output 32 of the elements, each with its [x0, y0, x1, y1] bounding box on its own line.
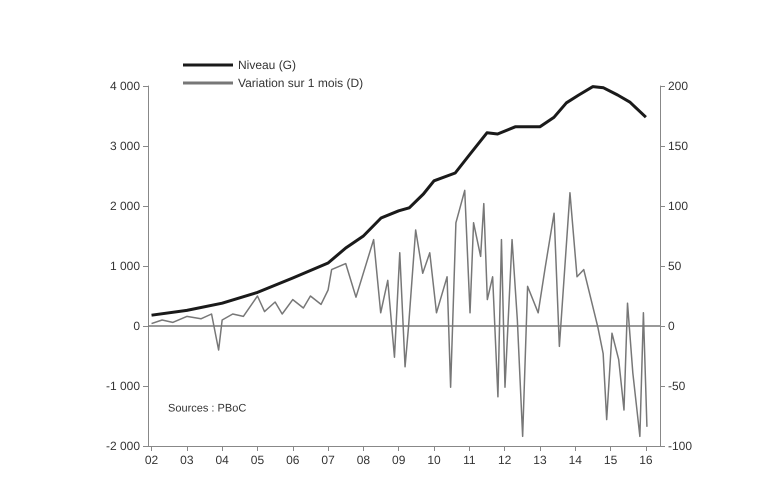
legend-label: Niveau (G)	[238, 58, 296, 72]
y-tick-label: -1 000	[106, 379, 140, 393]
y2-tick-label: -100	[668, 439, 692, 453]
x-tick-label: 09	[392, 453, 406, 467]
x-tick-label: 13	[533, 453, 547, 467]
x-tick-label: 03	[180, 453, 194, 467]
x-tick-label: 02	[144, 453, 159, 467]
legend-label: Variation sur 1 mois (D)	[238, 76, 364, 90]
y-tick-label: -2 000	[106, 439, 140, 453]
y2-tick-label: 50	[668, 259, 682, 273]
annotation: Sources : PBoC	[168, 402, 246, 414]
y2-tick-label: 0	[668, 319, 675, 333]
x-tick-label: 12	[498, 453, 512, 467]
x-tick-label: 15	[604, 453, 618, 467]
x-tick-label: 07	[321, 453, 336, 467]
x-tick-label: 08	[356, 453, 370, 467]
y2-tick-label: 100	[668, 199, 688, 213]
x-tick-label: 04	[215, 453, 230, 467]
y-tick-label: 1 000	[110, 259, 140, 273]
x-tick-label: 11	[463, 453, 476, 467]
x-tick-label: 06	[286, 453, 300, 467]
y-tick-label: 0	[133, 319, 140, 333]
y2-tick-label: 150	[668, 139, 688, 153]
x-tick-label: 05	[250, 453, 264, 467]
y2-tick-label: 200	[668, 79, 688, 93]
x-tick-label: 10	[427, 453, 442, 467]
y-tick-label: 3 000	[110, 139, 140, 153]
y-tick-label: 2 000	[110, 199, 140, 213]
y2-tick-label: -50	[668, 379, 686, 393]
x-tick-label: 14	[568, 453, 582, 467]
y-tick-label: 4 000	[110, 79, 140, 93]
x-tick-label: 16	[639, 453, 653, 467]
